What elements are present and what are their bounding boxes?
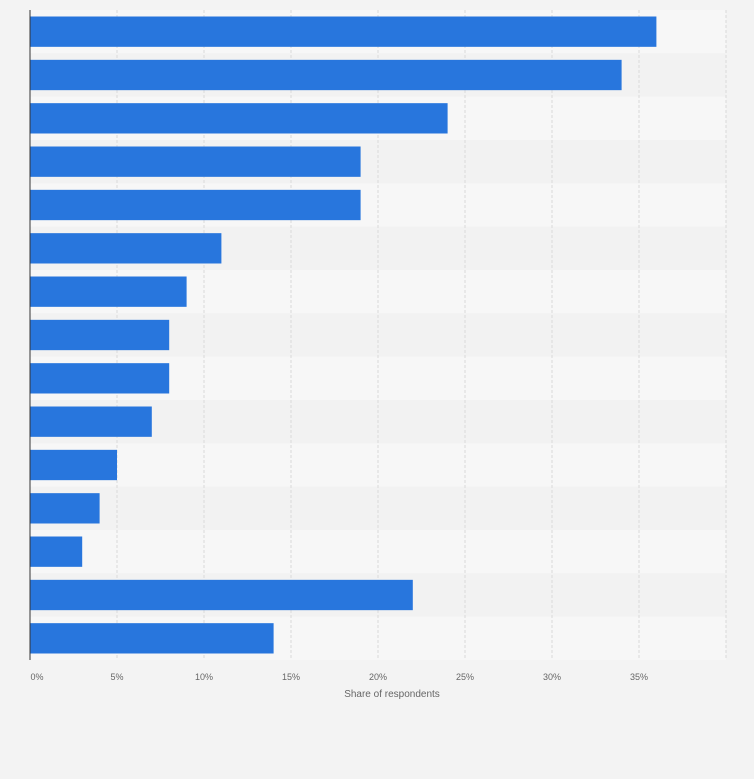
x-tick-label: 0%	[30, 672, 43, 682]
x-axis-title: Share of respondents	[344, 689, 440, 700]
bar	[30, 233, 222, 264]
x-tick-label: 25%	[456, 672, 474, 682]
x-tick-label: 15%	[282, 672, 300, 682]
bar	[30, 59, 622, 91]
x-tick-label: 20%	[369, 672, 387, 682]
bar	[30, 146, 361, 177]
x-tick-label: 5%	[110, 672, 123, 682]
bar	[30, 189, 361, 221]
bar	[30, 536, 83, 567]
row-band	[30, 486, 726, 530]
bar	[30, 103, 448, 134]
bar	[30, 623, 274, 654]
bar	[30, 579, 413, 611]
bar	[30, 406, 152, 437]
bar	[30, 493, 100, 524]
x-tick-label: 30%	[543, 672, 561, 682]
bar	[30, 363, 170, 394]
bar	[30, 16, 657, 47]
x-tick-label: 10%	[195, 672, 213, 682]
x-tick-label: 35%	[630, 672, 648, 682]
bars	[30, 16, 657, 654]
bar	[30, 319, 170, 351]
bar	[30, 276, 187, 307]
bar	[30, 449, 117, 481]
x-axis-ticks: 0% 5% 10% 15% 20% 25% 30% 35%	[30, 672, 648, 682]
